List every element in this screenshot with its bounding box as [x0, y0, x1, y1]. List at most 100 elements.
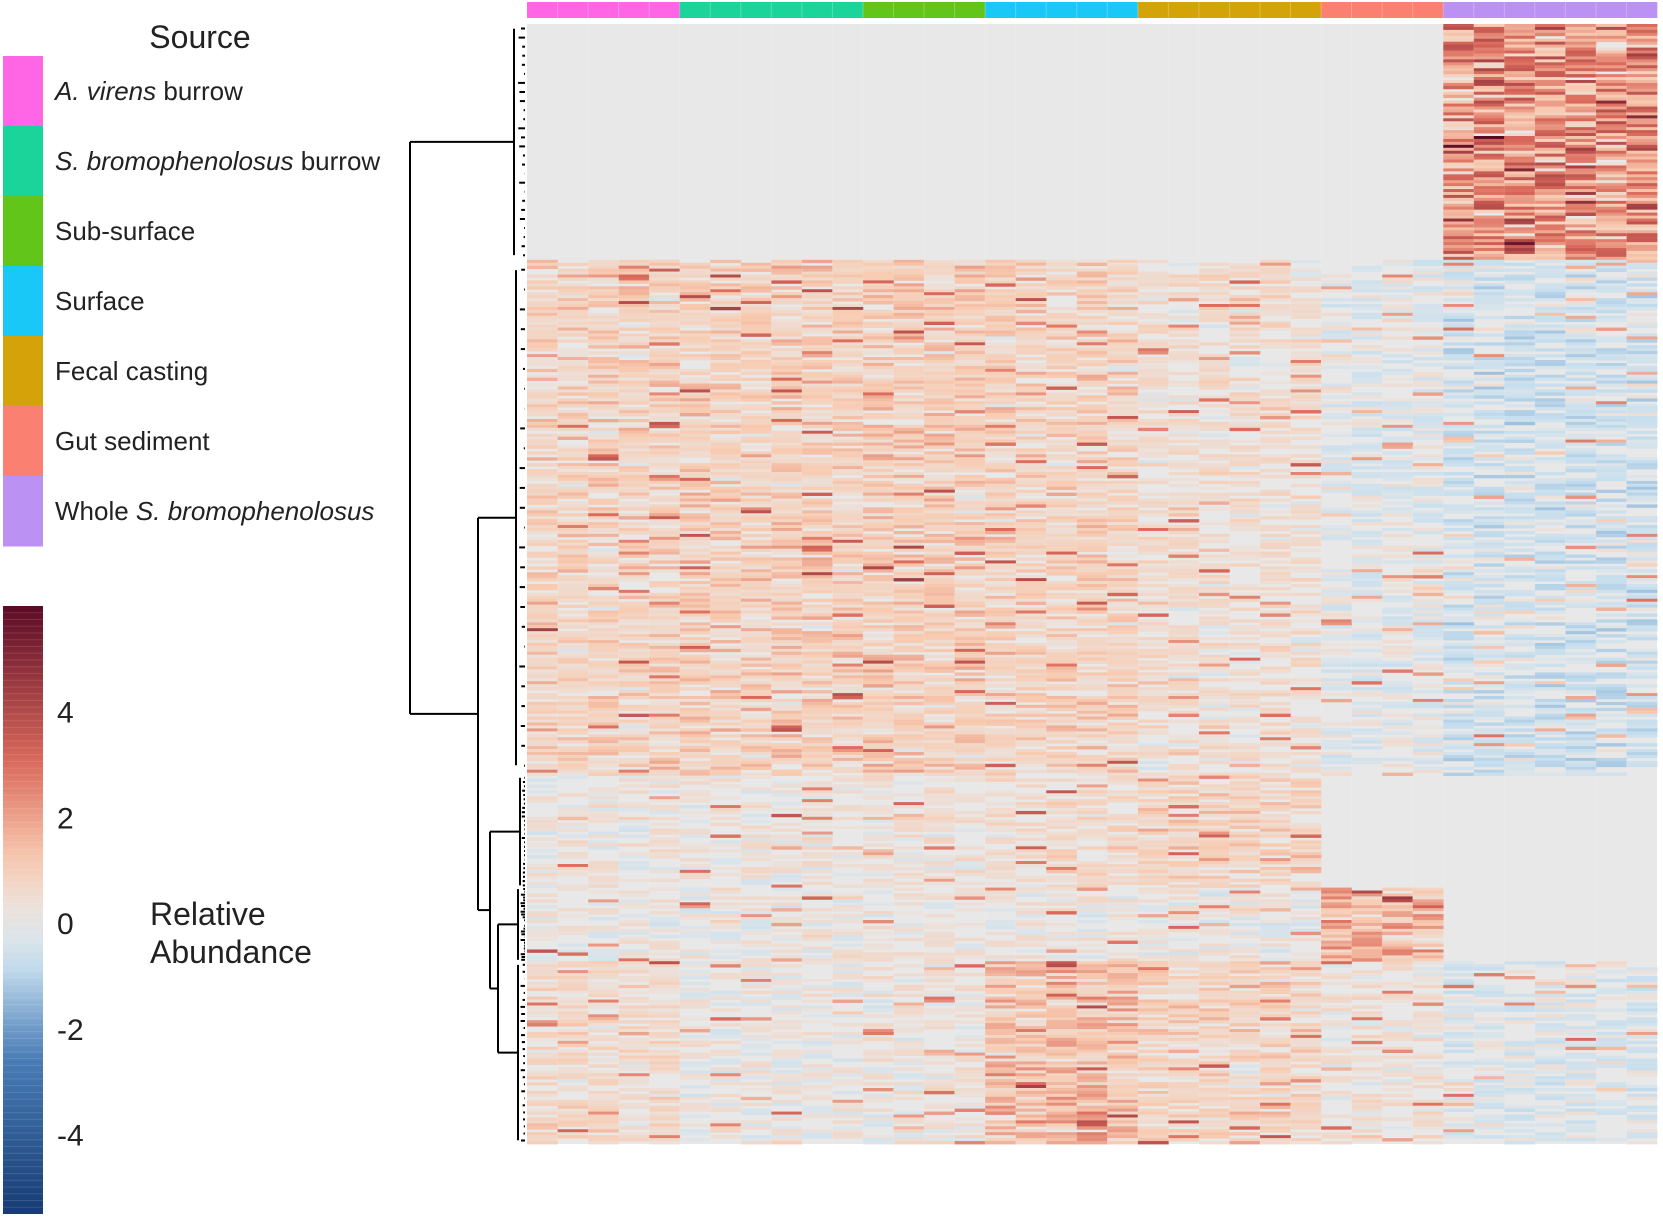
heatmap-cell — [1565, 304, 1597, 308]
heatmap-cell — [1015, 410, 1047, 414]
heatmap-cell — [1137, 687, 1169, 691]
heatmap-cell — [679, 324, 711, 328]
heatmap-cell — [1382, 684, 1414, 688]
heatmap-cell — [1504, 74, 1536, 78]
heatmap-cell — [679, 610, 711, 614]
heatmap-cell — [618, 489, 650, 494]
heatmap-cell — [527, 578, 558, 582]
heatmap-cell — [1076, 654, 1108, 659]
heatmap-cell — [924, 404, 955, 408]
heatmap-cell — [557, 619, 589, 623]
heatmap-cell — [771, 684, 803, 688]
heatmap-cell — [862, 333, 894, 337]
heatmap-cell — [1229, 466, 1261, 470]
heatmap-cell — [588, 472, 620, 476]
heatmap-cell — [1504, 327, 1536, 331]
heatmap-cell — [801, 401, 833, 405]
heatmap-cell — [649, 436, 681, 440]
heatmap-cell — [832, 336, 864, 340]
heatmap-cell — [1626, 542, 1658, 547]
heatmap-cell — [832, 525, 864, 529]
heatmap-cell — [1229, 645, 1261, 650]
heatmap-cell — [1565, 147, 1597, 152]
heatmap-cell — [527, 357, 558, 361]
heatmap-cell — [618, 569, 650, 573]
heatmap-cell — [1259, 454, 1291, 458]
heatmap-cell — [1504, 103, 1536, 107]
heatmap-cell — [1168, 424, 1200, 429]
heatmap-cell — [588, 451, 620, 455]
heatmap-cell — [1046, 669, 1078, 673]
heatmap-cell — [1534, 489, 1566, 494]
heatmap-cell — [1198, 283, 1230, 287]
heatmap-cell — [1198, 539, 1230, 544]
heatmap-cell — [1565, 330, 1597, 334]
heatmap-cell — [1198, 610, 1230, 614]
heatmap-cell — [1046, 336, 1078, 340]
heatmap-cell — [618, 309, 650, 314]
heatmap-cell — [1076, 374, 1108, 379]
heatmap-cell — [1137, 327, 1169, 331]
heatmap-cell — [1137, 654, 1169, 659]
heatmap-cell — [801, 433, 833, 438]
heatmap-cell — [1168, 351, 1200, 355]
heatmap-cell — [557, 463, 589, 467]
heatmap-cell — [771, 513, 803, 517]
heatmap-cell — [1504, 604, 1536, 608]
heatmap-cell — [1504, 121, 1536, 125]
heatmap-cell — [1015, 301, 1047, 305]
heatmap-cell — [1137, 259, 1169, 264]
heatmap-cell — [740, 368, 772, 373]
heatmap-cell — [954, 542, 986, 547]
heatmap-cell — [1534, 413, 1566, 417]
heatmap-cell — [1443, 250, 1475, 255]
heatmap-cell — [1443, 200, 1475, 205]
heatmap-cell — [954, 365, 986, 370]
heatmap-cell — [1565, 256, 1597, 261]
heatmap-cell — [618, 280, 650, 284]
heatmap-cell — [832, 271, 864, 275]
heatmap-cell — [710, 424, 742, 429]
heatmap-cell — [1259, 516, 1291, 520]
heatmap-cell — [1595, 466, 1627, 470]
heatmap-cell — [618, 530, 650, 535]
heatmap-cell — [618, 469, 650, 473]
heatmap-cell — [893, 295, 925, 299]
heatmap-cell — [557, 651, 589, 656]
heatmap-cell — [1443, 130, 1475, 134]
heatmap-cell — [557, 386, 589, 390]
heatmap-cell — [771, 592, 803, 597]
heatmap-cell — [710, 696, 742, 700]
heatmap-cell — [954, 430, 986, 435]
heatmap-cell — [801, 451, 833, 455]
heatmap-cell — [1076, 286, 1108, 290]
heatmap-cell — [1534, 71, 1566, 75]
heatmap-cell — [527, 572, 558, 576]
heatmap-cell — [893, 657, 925, 662]
heatmap-cell — [1595, 227, 1627, 231]
heatmap-cell — [1137, 666, 1169, 670]
heatmap-cell — [1198, 660, 1230, 664]
heatmap-cell — [893, 333, 925, 337]
heatmap-cell — [1565, 625, 1597, 629]
heatmap-cell — [1351, 510, 1383, 514]
heatmap-cell — [1412, 277, 1444, 281]
heatmap-cell — [1443, 253, 1475, 258]
heatmap-cell — [893, 648, 925, 653]
heatmap-cell — [1534, 430, 1566, 435]
heatmap-cell — [924, 642, 955, 647]
heatmap-cell — [1412, 424, 1444, 429]
heatmap-cell — [1229, 392, 1261, 396]
heatmap-cell — [1229, 306, 1261, 311]
heatmap-cell — [1107, 442, 1139, 446]
heatmap-cell — [1107, 539, 1139, 544]
heatmap-cell — [1504, 333, 1536, 337]
heatmap-cell — [862, 498, 894, 502]
heatmap-cell — [1443, 24, 1475, 28]
heatmap-cell — [924, 318, 955, 323]
heatmap-cell — [1473, 144, 1505, 149]
heatmap-cell — [588, 601, 620, 606]
heatmap-cell — [1504, 230, 1536, 234]
heatmap-cell — [893, 610, 925, 614]
heatmap-cell — [1321, 601, 1352, 606]
